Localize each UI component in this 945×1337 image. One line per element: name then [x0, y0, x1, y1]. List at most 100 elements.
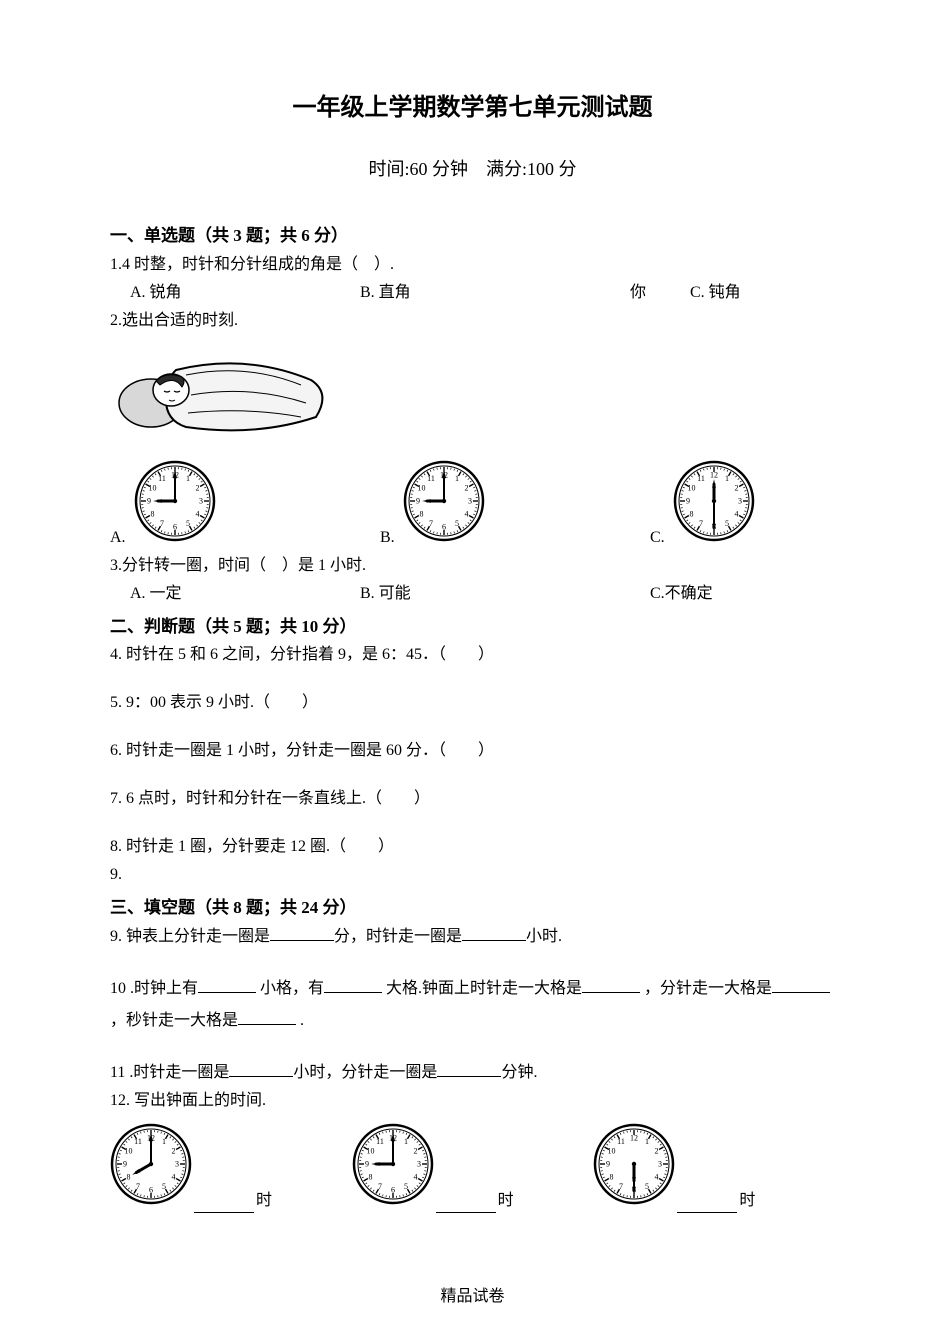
- q2-text: 2.选出合适的时刻.: [110, 309, 835, 333]
- svg-text:8: 8: [419, 509, 423, 518]
- q11-part1: 11 .时针走一圈是: [110, 1064, 229, 1081]
- clock-icon: 123456789101112: [134, 460, 216, 550]
- svg-text:3: 3: [199, 496, 203, 505]
- svg-text:10: 10: [417, 483, 425, 492]
- clock-icon: 123456789101112: [593, 1123, 675, 1213]
- svg-text:4: 4: [734, 509, 738, 518]
- svg-text:9: 9: [365, 1159, 369, 1168]
- svg-text:2: 2: [655, 1146, 659, 1155]
- q10-fill: 10 .时钟上有 小格，有 大格.钟面上时针走一大格是 ，分针走一大格是 ，秒针…: [110, 973, 835, 1037]
- svg-text:3: 3: [468, 496, 472, 505]
- svg-text:5: 5: [645, 1182, 649, 1191]
- svg-text:3: 3: [738, 496, 742, 505]
- svg-text:4: 4: [464, 509, 468, 518]
- q2-option-c-label: C.: [650, 526, 665, 550]
- q9-part1: 9. 钟表上分针走一圈是: [110, 928, 270, 945]
- page-subtitle: 时间:60 分钟 满分:100 分: [110, 156, 835, 183]
- blank: [582, 977, 640, 993]
- svg-text:9: 9: [686, 496, 690, 505]
- q9-part3: 小时.: [526, 928, 562, 945]
- q2-option-b-label: B.: [380, 526, 395, 550]
- svg-text:1: 1: [404, 1136, 408, 1145]
- q12-unit: 时: [256, 1189, 272, 1213]
- svg-text:7: 7: [699, 519, 703, 528]
- svg-text:8: 8: [368, 1172, 372, 1181]
- blank: [229, 1061, 293, 1077]
- svg-text:10: 10: [687, 483, 695, 492]
- q12-text: 12. 写出钟面上的时间.: [110, 1089, 835, 1113]
- svg-text:1: 1: [162, 1136, 166, 1145]
- svg-text:12: 12: [630, 1133, 638, 1142]
- clock-icon: 123456789101112: [110, 1123, 192, 1213]
- svg-text:4: 4: [195, 509, 199, 518]
- q11-fill: 11 .时针走一圈是小时，分针走一圈是分钟.: [110, 1061, 835, 1085]
- svg-text:7: 7: [136, 1182, 140, 1191]
- svg-text:5: 5: [186, 519, 190, 528]
- q10-part6: .: [296, 1012, 304, 1029]
- blank: [772, 977, 830, 993]
- svg-text:5: 5: [725, 519, 729, 528]
- blank: [194, 1212, 254, 1213]
- svg-text:8: 8: [150, 509, 154, 518]
- svg-text:7: 7: [378, 1182, 382, 1191]
- blank: [462, 925, 526, 941]
- svg-text:6: 6: [173, 522, 177, 531]
- svg-text:9: 9: [147, 496, 151, 505]
- svg-text:11: 11: [697, 473, 705, 482]
- svg-text:3: 3: [417, 1159, 421, 1168]
- q1-option-c: C. 钝角: [690, 281, 835, 305]
- svg-text:1: 1: [455, 473, 459, 482]
- q2-option-a-label: A.: [110, 526, 126, 550]
- clock-icon: 123456789101112: [673, 460, 755, 550]
- svg-text:2: 2: [734, 483, 738, 492]
- q3-option-a: A. 一定: [110, 582, 360, 606]
- q10-part2: 小格，有: [256, 980, 324, 997]
- q1-option-a: A. 锐角: [110, 281, 360, 305]
- svg-text:9: 9: [606, 1159, 610, 1168]
- q10-part3: 大格.钟面上时针走一大格是: [382, 980, 582, 997]
- svg-text:1: 1: [645, 1136, 649, 1145]
- q12-unit: 时: [498, 1189, 514, 1213]
- svg-text:7: 7: [160, 519, 164, 528]
- page-title: 一年级上学期数学第七单元测试题: [110, 90, 835, 126]
- q10-part5: ，秒针走一大格是: [110, 1012, 238, 1029]
- svg-text:9: 9: [416, 496, 420, 505]
- clock-icon: 123456789101112: [403, 460, 485, 550]
- svg-text:2: 2: [413, 1146, 417, 1155]
- section-3-header: 三、填空题（共 8 题；共 24 分）: [110, 895, 835, 921]
- svg-text:2: 2: [464, 483, 468, 492]
- svg-text:4: 4: [655, 1172, 659, 1181]
- svg-text:2: 2: [172, 1146, 176, 1155]
- q9-part2: 分，时针走一圈是: [334, 928, 462, 945]
- q5-text: 5. 9：00 表示 9 小时.（ ）: [110, 691, 835, 715]
- blank: [198, 977, 256, 993]
- svg-text:10: 10: [608, 1146, 616, 1155]
- footer-text: 精品试卷: [0, 1285, 945, 1309]
- sleeping-child-image: [116, 345, 336, 440]
- svg-text:4: 4: [413, 1172, 417, 1181]
- svg-text:5: 5: [455, 519, 459, 528]
- svg-text:11: 11: [134, 1136, 142, 1145]
- svg-text:3: 3: [658, 1159, 662, 1168]
- q9-marker: 9.: [110, 863, 835, 887]
- q3-option-b: B. 可能: [360, 582, 650, 606]
- svg-text:11: 11: [617, 1136, 625, 1145]
- blank: [324, 977, 382, 993]
- q2-clock-row: A. 123456789101112 B. 123456789101112 C.…: [110, 460, 835, 550]
- svg-text:5: 5: [404, 1182, 408, 1191]
- svg-text:3: 3: [175, 1159, 179, 1168]
- svg-text:12: 12: [710, 470, 718, 479]
- svg-text:10: 10: [124, 1146, 132, 1155]
- q8-text: 8. 时针走 1 圈，分针要走 12 圈.（ ）: [110, 835, 835, 859]
- svg-text:8: 8: [689, 509, 693, 518]
- q7-text: 7. 6 点时，时针和分针在一条直线上.（ ）: [110, 787, 835, 811]
- blank: [677, 1212, 737, 1213]
- q9-fill: 9. 钟表上分针走一圈是 分，时针走一圈是 小时.: [110, 925, 835, 949]
- svg-text:7: 7: [619, 1182, 623, 1191]
- section-2-header: 二、判断题（共 5 题；共 10 分）: [110, 614, 835, 640]
- svg-text:11: 11: [427, 473, 435, 482]
- svg-text:8: 8: [610, 1172, 614, 1181]
- svg-text:6: 6: [149, 1185, 153, 1194]
- q6-text: 6. 时针走一圈是 1 小时，分针走一圈是 60 分．（ ）: [110, 739, 835, 763]
- blank: [238, 1009, 296, 1025]
